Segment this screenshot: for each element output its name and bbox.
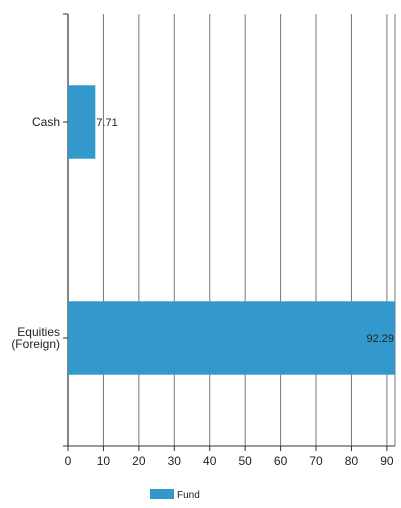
legend-swatch bbox=[150, 489, 174, 499]
x-tick-label: 90 bbox=[380, 454, 394, 468]
legend: Fund bbox=[150, 489, 200, 501]
x-tick-label: 40 bbox=[203, 454, 217, 468]
x-tick-label: 80 bbox=[345, 454, 359, 468]
labels: 0 10 20 30 40 50 60 70 80 90 Cash 7.71 Equities (Fore… bbox=[11, 115, 394, 468]
grid-lines bbox=[102, 14, 396, 446]
category-label: Cash bbox=[32, 115, 60, 129]
bar-0 bbox=[68, 85, 96, 159]
bars bbox=[68, 85, 395, 375]
x-tick-label: 60 bbox=[274, 454, 288, 468]
data-label: 92.29 bbox=[366, 333, 394, 345]
x-tick-label: 70 bbox=[309, 454, 323, 468]
bar-1 bbox=[68, 301, 395, 375]
x-tick-label: 30 bbox=[168, 454, 182, 468]
category-label: Equities (Foreign) bbox=[11, 325, 60, 351]
x-tick-label: 10 bbox=[97, 454, 111, 468]
legend-label: Fund bbox=[177, 490, 200, 501]
data-label: 7.71 bbox=[96, 117, 117, 129]
x-tick-label: 20 bbox=[132, 454, 146, 468]
axes bbox=[63, 13, 395, 451]
x-tick-label: 0 bbox=[65, 454, 72, 468]
x-tick-label: 50 bbox=[238, 454, 252, 468]
